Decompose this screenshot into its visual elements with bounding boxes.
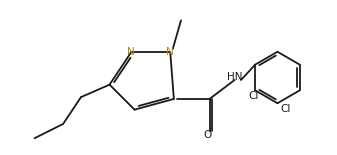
Text: N: N [166,47,174,58]
Text: Cl: Cl [248,91,258,101]
Text: O: O [204,130,212,140]
Text: Cl: Cl [280,104,290,114]
Text: N: N [127,47,135,58]
Text: HN: HN [227,73,242,82]
